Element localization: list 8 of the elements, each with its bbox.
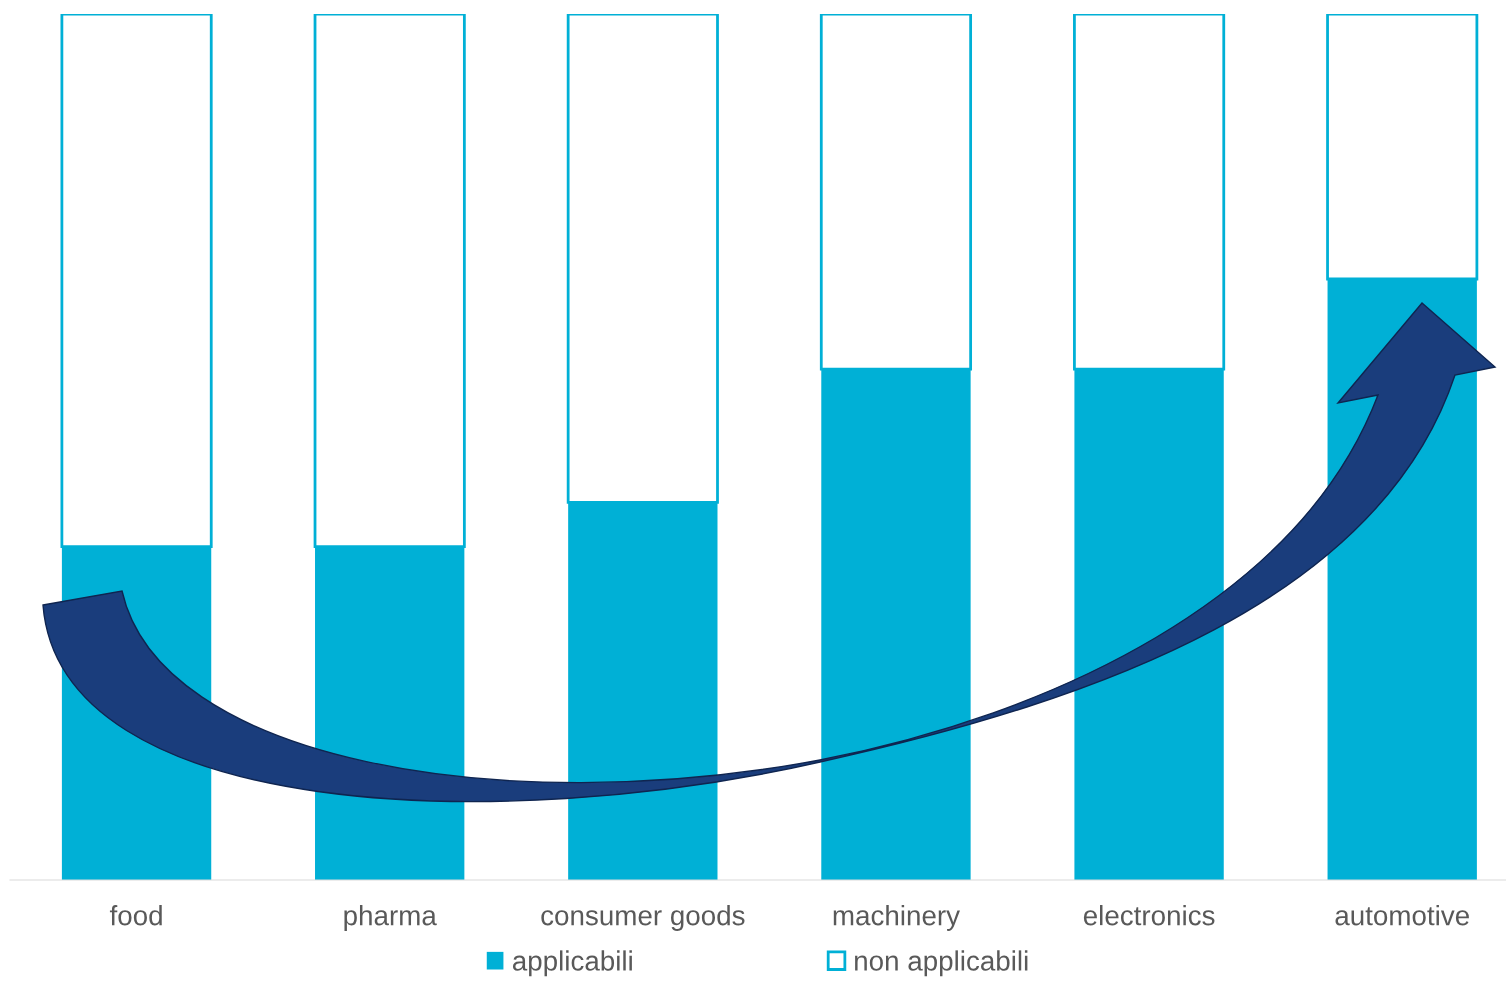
legend-label: non applicabili: [855, 950, 1028, 977]
x-tick-label: pharma: [344, 905, 437, 931]
x-tick-label: consumer goods: [541, 905, 745, 931]
x-tick-label: electronics: [1083, 905, 1215, 926]
x-tick-label: machinery: [833, 905, 960, 931]
legend-label: applicabili: [512, 950, 632, 977]
x-tick-label: automotive: [1335, 905, 1469, 926]
x-tick-label: food: [109, 905, 162, 926]
